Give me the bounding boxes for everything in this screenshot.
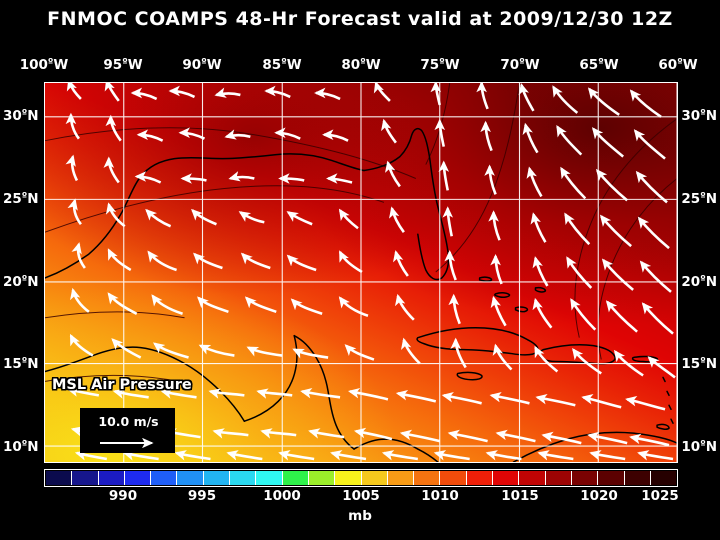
map-gridlines — [45, 83, 677, 462]
wind-key-label: 10.0 m/s — [98, 414, 159, 429]
colorbar-swatch-20 — [571, 471, 599, 485]
lat-label-right-10n: 10ºN — [681, 439, 717, 455]
colorbar-swatch-1 — [72, 471, 99, 485]
lat-label-left-20n: 20ºN — [3, 274, 39, 290]
colorbar-swatch-2 — [98, 471, 125, 485]
lat-label-left-30n: 30ºN — [3, 108, 39, 124]
lat-label-left-10n: 10ºN — [3, 439, 39, 455]
lon-label-70w: 70ºW — [500, 57, 540, 73]
colorbar-tick-labels: 990 995 1000 1005 1010 1015 1020 1025 — [0, 488, 720, 506]
cb-tick-1010: 1010 — [421, 488, 459, 504]
lon-label-85w: 85ºW — [262, 57, 302, 73]
colorbar-swatch-12 — [361, 471, 388, 485]
lat-label-right-15n: 15ºN — [681, 356, 717, 372]
lat-label-left-15n: 15ºN — [3, 356, 39, 372]
colorbar-swatch-23 — [650, 471, 677, 485]
colorbar-swatch-21 — [598, 471, 625, 485]
lon-label-95w: 95ºW — [103, 57, 143, 73]
lon-label-80w: 80ºW — [341, 57, 381, 73]
right-arrow-icon — [100, 438, 154, 448]
colorbar-swatch-13 — [387, 471, 415, 485]
cb-tick-1000: 1000 — [263, 488, 301, 504]
colorbar-swatch-11 — [335, 471, 362, 485]
wind-vector-layer — [65, 83, 676, 461]
colorbar-swatch-15 — [440, 471, 467, 485]
forecast-map[interactable] — [44, 82, 678, 463]
lat-label-right-25n: 25ºN — [681, 191, 717, 207]
lat-label-right-20n: 20ºN — [681, 274, 717, 290]
lat-label-right-30n: 30ºN — [681, 108, 717, 124]
colorbar-swatch-14 — [414, 471, 441, 485]
cb-tick-1015: 1015 — [501, 488, 539, 504]
colorbar-swatch-22 — [624, 471, 651, 485]
colorbar-swatch-7 — [230, 471, 257, 485]
lat-label-left-25n: 25ºN — [3, 191, 39, 207]
colorbar-swatch-9 — [282, 471, 309, 485]
cb-tick-1020: 1020 — [580, 488, 618, 504]
lon-label-90w: 90ºW — [182, 57, 222, 73]
colorbar-swatch-4 — [151, 471, 178, 485]
colorbar-swatch-0 — [46, 471, 73, 485]
colorbar-unit-label: mb — [348, 508, 372, 524]
colorbar-swatch-6 — [203, 471, 231, 485]
colorbar-swatch-17 — [493, 471, 520, 485]
colorbar-swatch-8 — [256, 471, 283, 485]
colorbar-swatch-16 — [466, 471, 494, 485]
colorbar-swatch-10 — [308, 471, 336, 485]
lon-label-65w: 65ºW — [579, 57, 619, 73]
cb-tick-1005: 1005 — [342, 488, 380, 504]
colorbar-swatch-18 — [519, 471, 546, 485]
cb-tick-990: 990 — [108, 488, 138, 504]
cb-tick-995: 995 — [187, 488, 217, 504]
colorbar-swatch-5 — [177, 471, 204, 485]
colorbar-swatch-3 — [124, 471, 152, 485]
cb-tick-1025: 1025 — [641, 488, 679, 504]
page-title: FNMOC COAMPS 48-Hr Forecast valid at 200… — [47, 8, 673, 30]
wind-vector-key: 10.0 m/s — [80, 408, 175, 453]
pressure-colorbar — [44, 469, 678, 487]
lon-label-60w: 60ºW — [658, 57, 698, 73]
map-canvas — [45, 83, 677, 462]
lon-label-75w: 75ºW — [420, 57, 460, 73]
lon-label-100w: 100ºW — [19, 57, 69, 73]
colorbar-swatch-19 — [545, 471, 572, 485]
